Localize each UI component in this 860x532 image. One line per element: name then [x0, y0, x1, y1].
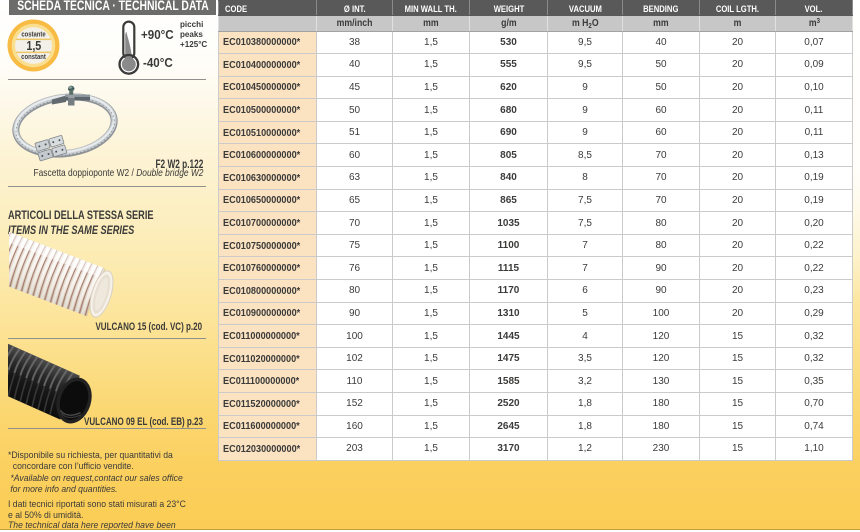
svg-text:1,5: 1,5 — [26, 38, 41, 53]
svg-text:costante: costante — [21, 31, 46, 39]
svg-text:constant: constant — [21, 53, 46, 61]
